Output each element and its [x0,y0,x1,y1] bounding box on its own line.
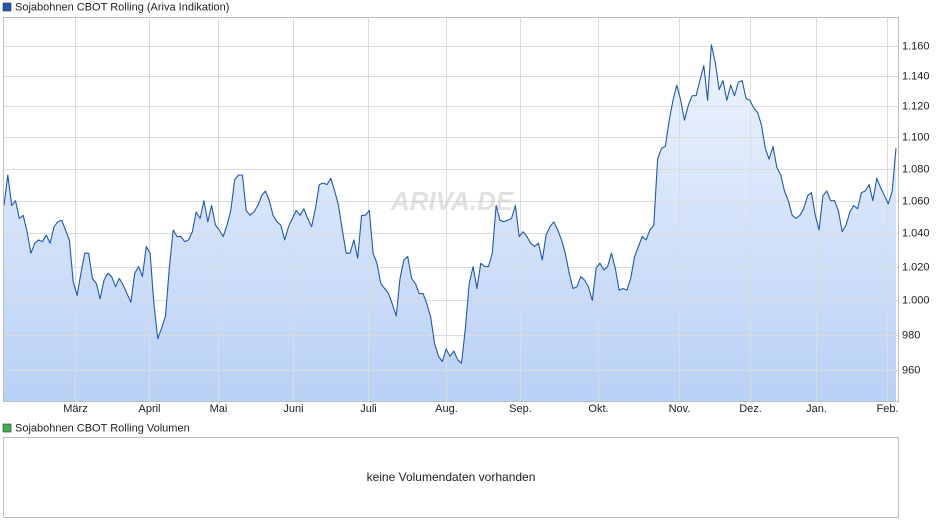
x-tick-label: Juli [360,403,377,415]
x-tick-label: Mai [210,403,228,415]
watermark: ARIVA.DE [390,186,514,216]
x-tick-label: Dez. [739,403,762,415]
y-tick-label: 1.020 [902,261,930,273]
legend-entry: Sojabohnen CBOT Rolling Volumen [15,422,190,434]
x-tick-label: Feb. [876,403,898,415]
x-tick-label: Jan. [806,403,827,415]
volume-frame [3,437,899,518]
y-tick-label: 1.040 [902,227,930,239]
x-tick-label: Nov. [669,403,691,415]
x-tick-label: März [63,403,87,415]
y-tick-label: 1.120 [902,100,930,112]
x-tick-label: Juni [283,403,303,415]
y-tick-label: 960 [902,364,920,376]
y-tick-label: 1.060 [902,195,930,207]
y-tick-label: 980 [902,329,920,341]
y-tick-label: 1.140 [902,70,930,82]
x-tick-label: Aug. [435,403,458,415]
y-tick-label: 1.100 [902,131,930,143]
x-tick-label: Sep. [509,403,532,415]
legend-entry: Sojabohnen CBOT Rolling (Ariva Indikatio… [15,1,229,13]
legend-swatch [2,423,12,433]
legend-swatch [2,2,12,12]
area [4,44,896,402]
plot-area: ARIVA.DE [3,17,898,402]
x-tick-label: Okt. [588,403,608,415]
plot-frame [3,17,899,402]
line [3,44,897,364]
y-tick-label: 1.000 [902,294,930,306]
y-tick-label: 1.080 [902,163,930,175]
y-tick-label: 1.160 [902,40,930,52]
x-tick-label: April [138,403,160,415]
no-data-message: keine Volumendaten vorhanden [367,470,536,484]
